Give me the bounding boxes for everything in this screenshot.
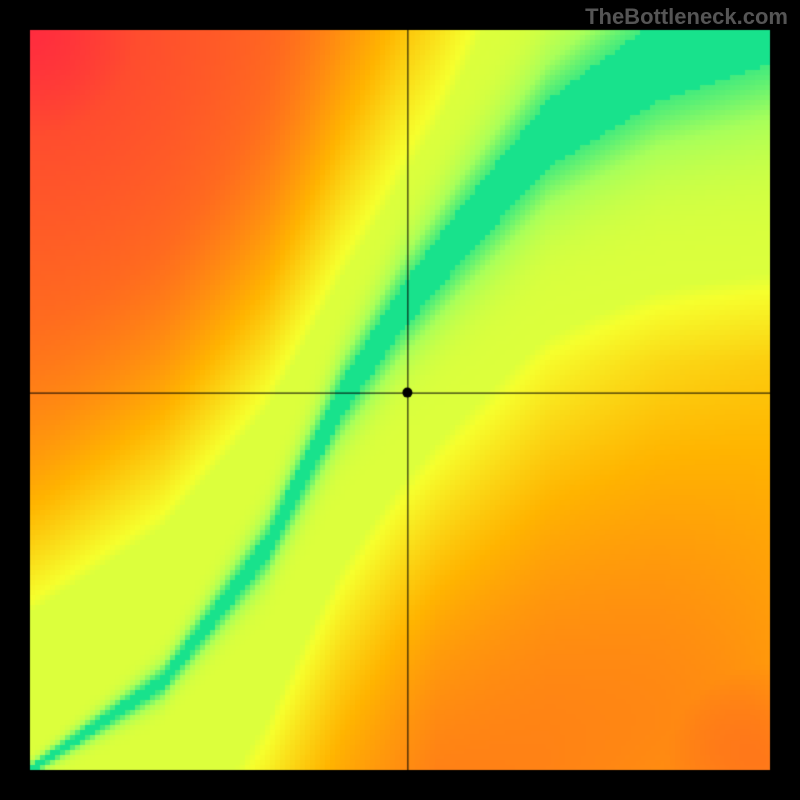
watermark-text: TheBottleneck.com bbox=[585, 4, 788, 30]
chart-container: TheBottleneck.com bbox=[0, 0, 800, 800]
bottleneck-heatmap bbox=[0, 0, 800, 800]
